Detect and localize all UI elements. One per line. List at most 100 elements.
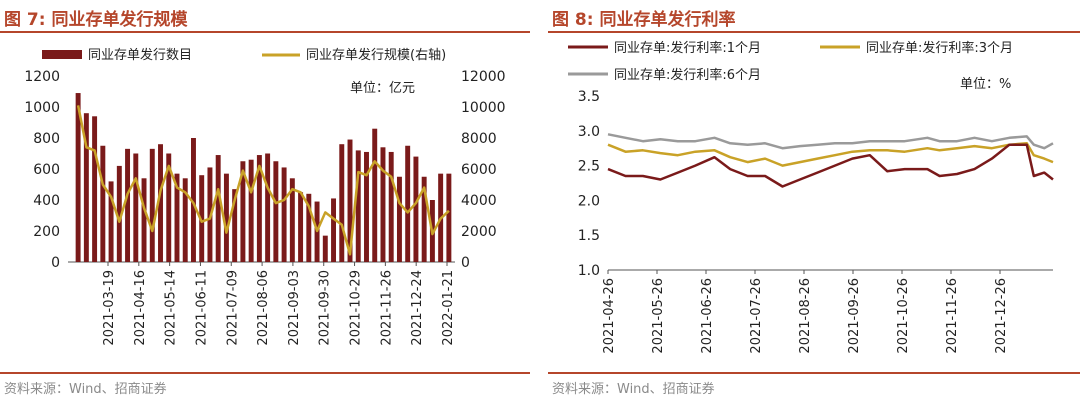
y-tick-label: 1.5 bbox=[578, 228, 600, 244]
series-line-rate-1m bbox=[607, 143, 1054, 188]
bar bbox=[158, 144, 163, 262]
x-tick-label: 2021-09-03 bbox=[287, 270, 302, 346]
x-tick-label: 2022-01-21 bbox=[441, 270, 456, 346]
bar bbox=[355, 150, 361, 262]
bar bbox=[182, 178, 188, 262]
y-tick-label: 1.0 bbox=[578, 263, 600, 279]
x-tick-label: 2021-03-19 bbox=[102, 270, 117, 346]
bar bbox=[388, 151, 394, 262]
right-tick-label: 0 bbox=[461, 255, 470, 271]
bar bbox=[322, 235, 328, 262]
x-tick-label: 2021-10-29 bbox=[349, 270, 364, 346]
figure-8-bottom-rule bbox=[548, 372, 1080, 374]
right-tick-label: 2000 bbox=[461, 224, 497, 240]
bar bbox=[199, 175, 205, 262]
figure-7-source: 资料来源：Wind、招商证券 bbox=[4, 382, 167, 397]
x-tick-label: 2021-12-26 bbox=[994, 278, 1009, 354]
unit-label: 单位：亿元 bbox=[350, 81, 415, 96]
figure-8-top-rule bbox=[548, 31, 1080, 33]
x-tick-label: 2021-09-26 bbox=[847, 278, 862, 354]
figure-7-panel: 图 7: 同业存单发行规模 同业存单发行数目 同业存单发行规模(右轴) 单位：亿元 0… bbox=[0, 0, 530, 404]
y-tick-label: 3.0 bbox=[578, 124, 600, 140]
series-line-rate-6m bbox=[607, 133, 1054, 150]
unit-label: 单位：% bbox=[960, 77, 1011, 92]
bar bbox=[92, 116, 98, 262]
bar bbox=[215, 155, 221, 262]
bar bbox=[289, 178, 295, 262]
bar bbox=[166, 153, 172, 262]
figure-8-panel: 图 8: 同业存单发行利率 同业存单:发行利率:1个月 同业存单:发行利率:3个月… bbox=[548, 0, 1080, 404]
legend-swatch-bars bbox=[42, 50, 82, 59]
bar bbox=[223, 173, 229, 262]
x-tick-label: 2021-09-30 bbox=[318, 270, 333, 346]
bar bbox=[116, 165, 122, 262]
series-line-issuance-scale bbox=[76, 105, 450, 256]
bar bbox=[240, 161, 246, 262]
bar bbox=[190, 138, 196, 262]
bar bbox=[265, 153, 271, 262]
bar bbox=[413, 156, 419, 262]
bar bbox=[421, 176, 427, 262]
legend-label-6m: 同业存单:发行利率:6个月 bbox=[614, 67, 761, 83]
left-tick-label: 0 bbox=[51, 255, 60, 271]
right-tick-label: 12000 bbox=[461, 69, 506, 85]
right-tick-label: 8000 bbox=[461, 131, 497, 147]
x-tick-label: 2021-05-14 bbox=[164, 270, 179, 346]
left-tick-label: 1000 bbox=[24, 100, 60, 116]
x-tick-label: 2021-10-26 bbox=[896, 278, 911, 354]
series-line-rate-3m bbox=[607, 142, 1054, 167]
x-tick-label: 2021-05-26 bbox=[651, 278, 666, 354]
bar bbox=[83, 113, 89, 262]
left-tick-label: 200 bbox=[33, 224, 60, 240]
figure-8-chart: 同业存单:发行利率:1个月 同业存单:发行利率:3个月同业存单:发行利率:6个月单… bbox=[568, 40, 1054, 354]
bar bbox=[364, 151, 369, 262]
figure-7-top-rule bbox=[0, 31, 530, 33]
x-tick-label: 2021-07-26 bbox=[749, 278, 764, 354]
legend-label-1m: 同业存单:发行利率:1个月 bbox=[614, 40, 761, 56]
bar bbox=[248, 159, 254, 262]
figure-8-title: 图 8: 同业存单发行利率 bbox=[552, 10, 736, 30]
bar bbox=[141, 178, 147, 262]
bar bbox=[298, 192, 304, 262]
figure-7-title: 图 7: 同业存单发行规模 bbox=[4, 10, 188, 30]
left-tick-label: 1200 bbox=[24, 69, 60, 85]
x-tick-label: 2021-08-06 bbox=[256, 270, 271, 346]
legend-label-bars: 同业存单发行数目 bbox=[88, 47, 192, 63]
legend-label-line: 同业存单发行规模(右轴) bbox=[306, 47, 446, 63]
bar bbox=[75, 93, 81, 262]
x-tick-label: 2021-07-09 bbox=[225, 270, 240, 346]
bar bbox=[108, 181, 114, 262]
figure-7-bottom-rule bbox=[0, 372, 530, 374]
bar bbox=[125, 148, 131, 262]
bar bbox=[331, 198, 337, 262]
bar bbox=[232, 189, 238, 262]
y-tick-label: 2.5 bbox=[578, 159, 600, 175]
x-tick-label: 2021-08-26 bbox=[798, 278, 813, 354]
right-tick-label: 10000 bbox=[461, 100, 506, 116]
x-tick-label: 2021-04-26 bbox=[602, 278, 617, 354]
figure-8-source: 资料来源：Wind、招商证券 bbox=[552, 382, 715, 397]
bar bbox=[380, 147, 386, 262]
bar bbox=[273, 161, 279, 262]
bar bbox=[372, 128, 378, 262]
bar bbox=[174, 173, 180, 262]
bar bbox=[100, 145, 106, 262]
x-tick-label: 2021-06-11 bbox=[194, 270, 209, 346]
x-tick-label: 2021-11-26 bbox=[945, 278, 960, 354]
bar bbox=[396, 176, 402, 262]
bar bbox=[133, 153, 139, 262]
x-tick-label: 2021-06-26 bbox=[700, 278, 715, 354]
left-tick-label: 800 bbox=[33, 131, 60, 147]
bar bbox=[347, 139, 353, 262]
figure-7-chart: 同业存单发行数目 同业存单发行规模(右轴) 单位：亿元 0 200 400 600 800 10… bbox=[24, 47, 506, 346]
x-tick-label: 2021-12-24 bbox=[410, 270, 425, 346]
bar bbox=[339, 144, 345, 262]
x-tick-label: 2021-04-16 bbox=[133, 270, 148, 346]
bar bbox=[446, 173, 452, 262]
right-tick-label: 6000 bbox=[461, 162, 497, 178]
left-tick-label: 600 bbox=[33, 162, 60, 178]
legend-label-3m: 同业存单:发行利率:3个月 bbox=[866, 40, 1013, 56]
bar bbox=[281, 167, 287, 262]
bar bbox=[256, 155, 262, 262]
left-tick-label: 400 bbox=[33, 193, 60, 209]
